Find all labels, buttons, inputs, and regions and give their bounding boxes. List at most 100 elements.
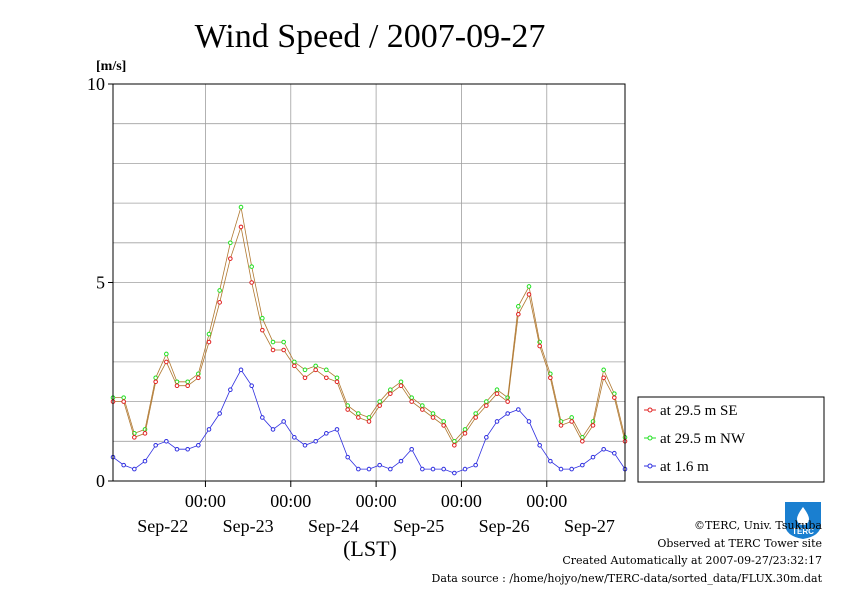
terc-logo: TERC [785, 502, 821, 539]
data-point [366, 419, 372, 424]
data-point [452, 470, 457, 476]
data-point [409, 399, 414, 404]
data-point [484, 435, 489, 440]
data-point [590, 423, 596, 428]
data-point [473, 462, 478, 468]
data-point [398, 458, 404, 464]
plot-frame [112, 83, 626, 482]
x-ticks: 00:00 00:00 00:00 00:00 00:00 Sep-22 Sep-23 Sep… [137, 481, 615, 536]
data-point [270, 347, 276, 353]
logo-text: TERC [792, 527, 814, 536]
x-date-label: Sep-27 [564, 516, 615, 536]
data-point [260, 415, 265, 420]
data-point [324, 375, 329, 381]
data-point [484, 403, 489, 408]
data-point [324, 367, 329, 373]
data-point [185, 383, 190, 389]
data-point [398, 383, 404, 389]
x-time-label: 00:00 [356, 491, 397, 511]
logo-drop-icon [797, 507, 809, 525]
data-point [612, 450, 617, 456]
data-point [366, 466, 372, 472]
data-point [228, 256, 233, 261]
data-point [494, 391, 500, 396]
data-point [505, 399, 510, 404]
data-point [164, 439, 169, 444]
data-point [281, 339, 286, 345]
data-point [345, 407, 350, 412]
data-point [196, 375, 201, 381]
y-tick-label: 0 [96, 471, 105, 491]
data-point [302, 442, 308, 448]
legend-label: at 1.6 m [660, 459, 709, 475]
data-point [505, 411, 510, 416]
data-point [260, 315, 265, 321]
legend-label: at 29.5 m NW [660, 431, 746, 447]
data-point [441, 423, 446, 428]
x-axis-label: (LST) [343, 536, 397, 561]
data-point [526, 292, 532, 297]
legend: at 29.5 m SE at 29.5 m NW at 1.6 m [637, 396, 825, 483]
data-point [558, 423, 564, 428]
data-point [153, 379, 158, 385]
data-point [217, 300, 222, 305]
data-point [473, 411, 478, 416]
data-point [409, 446, 414, 452]
data-point [249, 383, 254, 389]
data-point [260, 327, 265, 333]
data-point [537, 343, 542, 349]
data-point [206, 331, 212, 337]
legend-marker [647, 463, 653, 469]
legend-marker [647, 435, 653, 441]
data-point [281, 347, 286, 353]
data-point [196, 442, 201, 448]
footer-observed: Observed at TERC Tower site [657, 537, 822, 550]
data-point [334, 375, 340, 381]
data-point [580, 439, 585, 444]
data-point [580, 462, 585, 468]
data-point [292, 435, 297, 440]
data-point [238, 204, 244, 210]
data-point [590, 454, 596, 460]
data-point [569, 415, 574, 420]
data-point [217, 288, 222, 293]
data-point [420, 407, 425, 412]
data-point [292, 359, 297, 365]
x-date-label: Sep-25 [393, 516, 444, 536]
data-point [142, 431, 148, 436]
data-point [441, 466, 446, 472]
data-point [462, 466, 468, 472]
data-point [206, 339, 212, 345]
data-point [601, 375, 606, 381]
data-point [356, 411, 361, 416]
data-point [612, 395, 617, 400]
data-point [462, 427, 468, 432]
data-point [206, 427, 212, 432]
data-point [484, 399, 489, 404]
data-point [270, 339, 276, 345]
series-line [113, 225, 626, 446]
data-point [462, 431, 468, 436]
data-point [526, 284, 532, 289]
data-point [142, 458, 148, 464]
x-date-label: Sep-26 [479, 516, 530, 536]
data-point [164, 351, 169, 357]
data-point [569, 466, 574, 472]
data-point [537, 442, 542, 448]
data-point [249, 280, 254, 285]
data-point [356, 415, 361, 420]
chart-title: Wind Speed / 2007-09-27 [195, 18, 546, 55]
data-point [494, 387, 500, 392]
data-point [228, 240, 233, 246]
data-point [526, 419, 532, 424]
data-point [270, 427, 276, 432]
data-point [185, 446, 190, 452]
x-date-label: Sep-24 [308, 516, 359, 536]
data-point [548, 375, 553, 381]
data-point [388, 387, 393, 392]
legend-label: at 29.5 m SE [660, 403, 738, 419]
data-point [153, 442, 158, 448]
x-time-label: 00:00 [441, 491, 482, 511]
y-tick-label: 5 [96, 273, 105, 293]
data-point [377, 403, 382, 408]
